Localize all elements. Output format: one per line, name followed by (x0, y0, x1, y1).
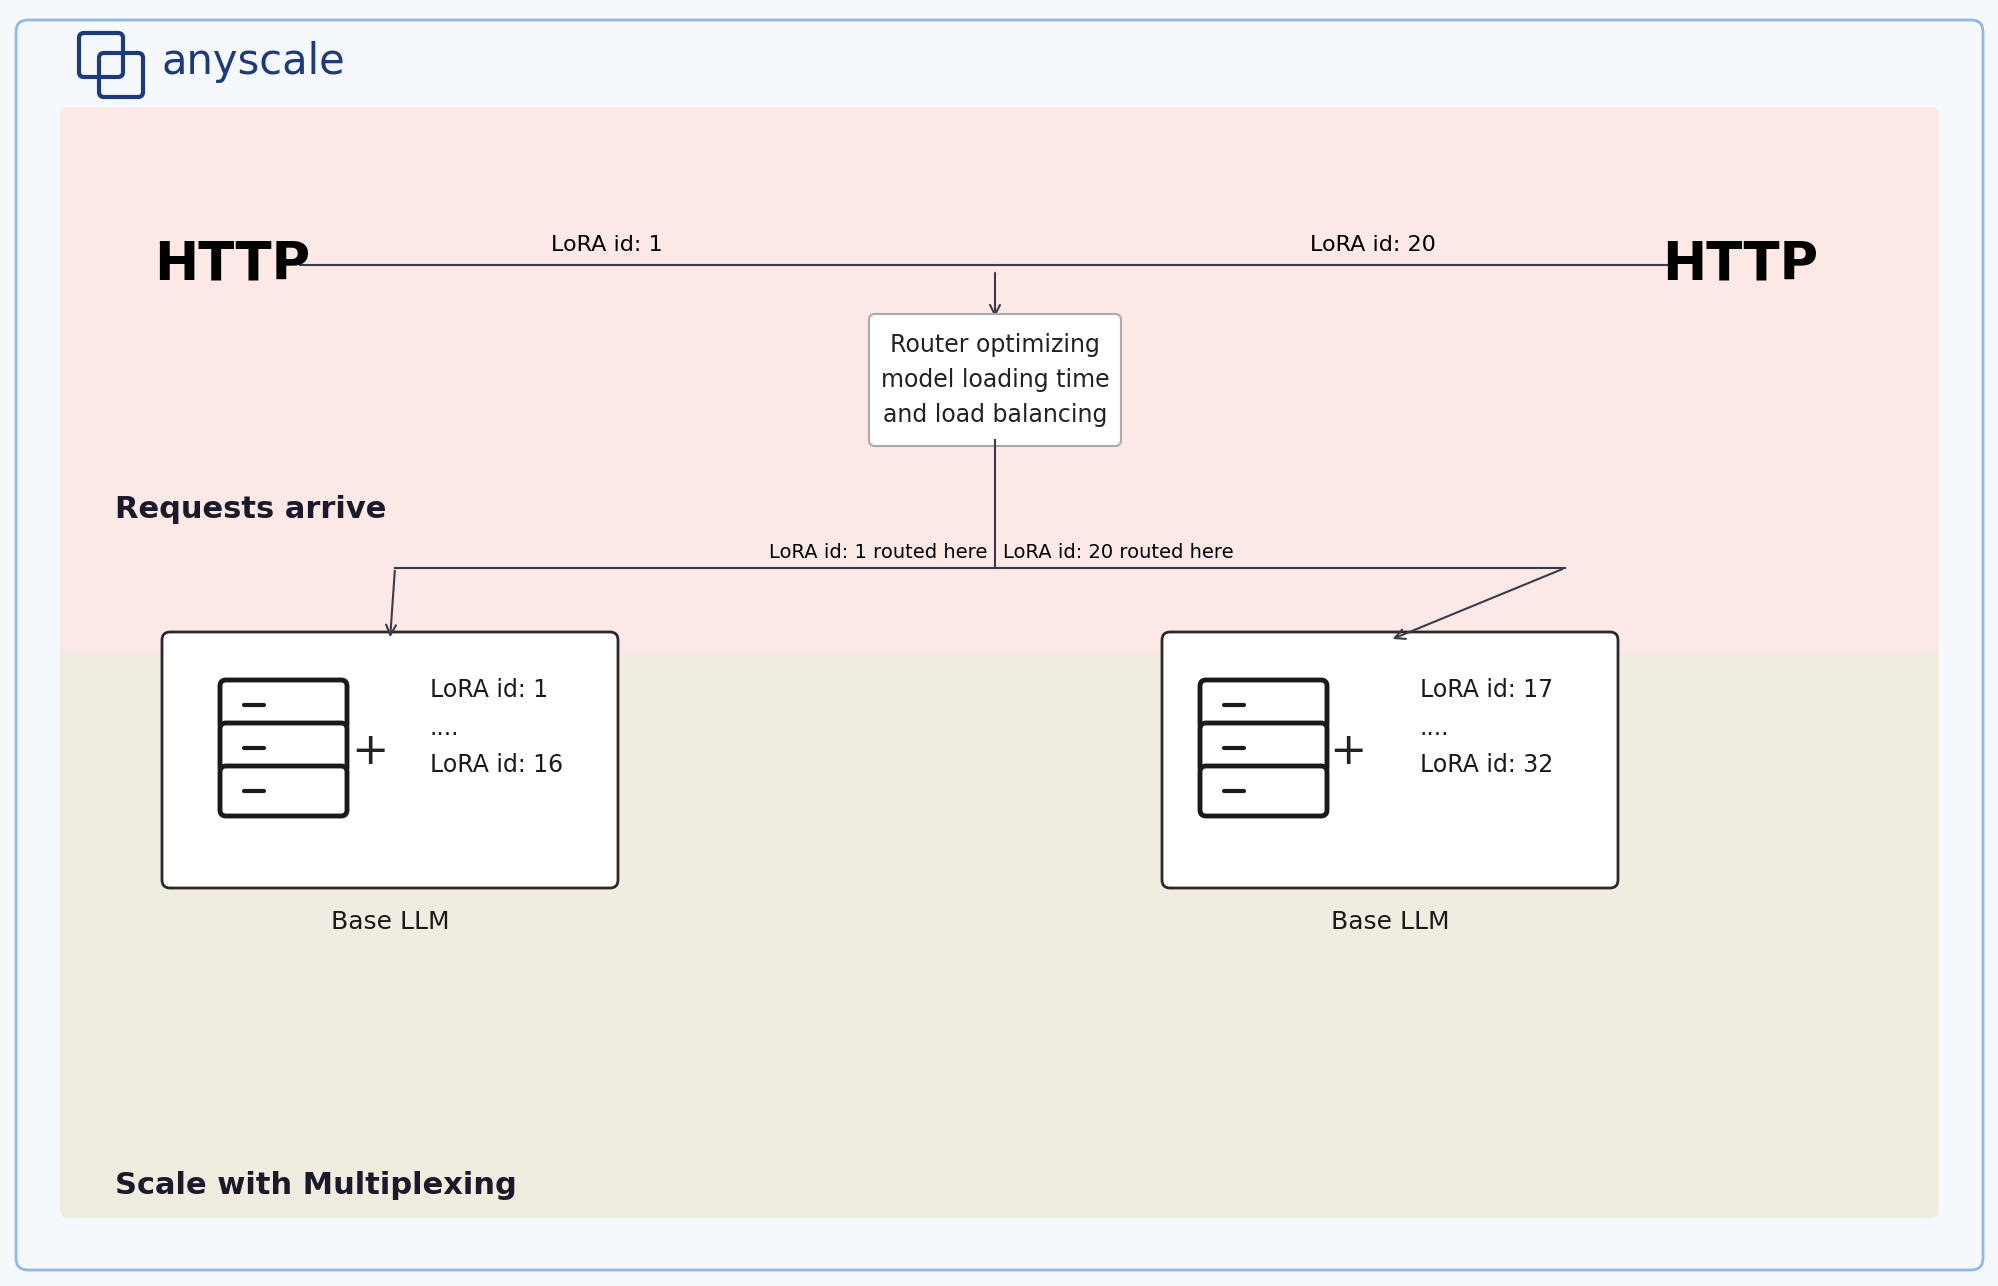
Text: LoRA id: 1: LoRA id: 1 (551, 235, 663, 255)
FancyBboxPatch shape (1161, 631, 1616, 889)
FancyBboxPatch shape (162, 631, 617, 889)
Text: LoRA id: 1: LoRA id: 1 (430, 678, 547, 702)
FancyBboxPatch shape (220, 723, 348, 773)
Text: LoRA id: 20 routed here: LoRA id: 20 routed here (1003, 543, 1233, 562)
Text: ....: .... (1419, 716, 1449, 739)
FancyBboxPatch shape (1199, 766, 1327, 817)
Text: +: + (352, 730, 388, 773)
Text: Base LLM: Base LLM (1331, 910, 1449, 934)
Text: LoRA id: 17: LoRA id: 17 (1419, 678, 1552, 702)
Text: LoRA id: 16: LoRA id: 16 (430, 754, 563, 777)
Text: LoRA id: 1 routed here: LoRA id: 1 routed here (769, 543, 987, 562)
FancyBboxPatch shape (1199, 680, 1327, 730)
FancyBboxPatch shape (220, 680, 348, 730)
Text: +: + (1329, 730, 1367, 773)
Text: LoRA id: 20: LoRA id: 20 (1309, 235, 1435, 255)
FancyBboxPatch shape (1199, 723, 1327, 773)
Text: Base LLM: Base LLM (330, 910, 450, 934)
Text: Requests arrive: Requests arrive (116, 495, 386, 525)
Text: LoRA id: 32: LoRA id: 32 (1419, 754, 1552, 777)
Text: Router optimizing
model loading time
and load balancing: Router optimizing model loading time and… (881, 333, 1109, 427)
FancyBboxPatch shape (16, 21, 1982, 1271)
Text: Scale with Multiplexing: Scale with Multiplexing (116, 1170, 517, 1200)
Text: HTTP: HTTP (1660, 239, 1816, 291)
Text: anyscale: anyscale (162, 41, 346, 84)
FancyBboxPatch shape (60, 107, 1938, 653)
Text: HTTP: HTTP (154, 239, 310, 291)
FancyBboxPatch shape (220, 766, 348, 817)
FancyBboxPatch shape (869, 314, 1121, 446)
Text: ....: .... (430, 716, 460, 739)
FancyBboxPatch shape (60, 637, 1938, 1218)
